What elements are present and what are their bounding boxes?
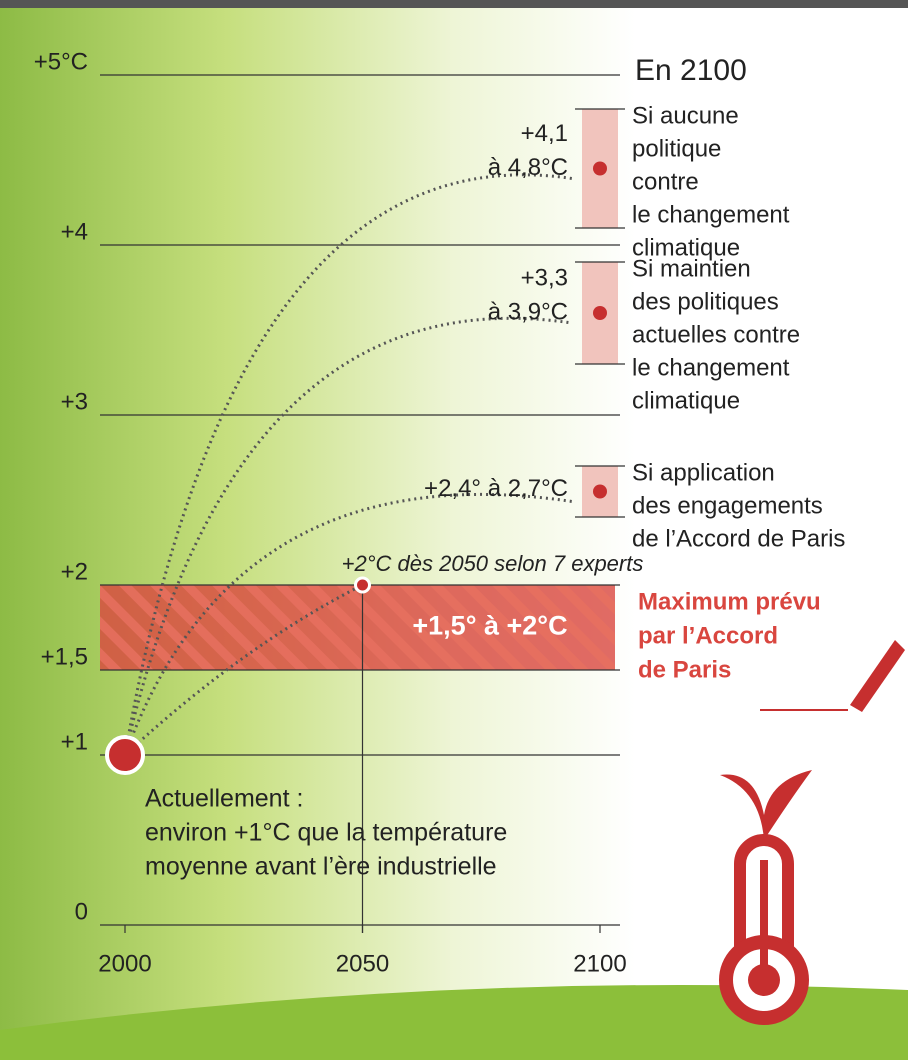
scenario-description: Si aucune: [632, 102, 739, 129]
scenario-description: le changement: [632, 201, 790, 228]
current-label: moyenne avant l’ère industrielle: [145, 853, 497, 881]
scenario-description: contre: [632, 168, 699, 195]
y-tick-label: +5°C: [34, 48, 88, 75]
chart: +1,5° à +2°C Maximum prévu par l’Accord de …: [0, 0, 908, 1060]
scenario-description: Si application: [632, 459, 775, 486]
scenario-description: des politiques: [632, 288, 779, 315]
band-note: par l’Accord: [638, 622, 778, 649]
range-label: à 4,8°C: [488, 154, 568, 181]
range-label: à 3,9°C: [488, 298, 568, 325]
scenario-description: le changement: [632, 354, 790, 381]
range-label: +2,4° à 2,7°C: [424, 475, 568, 502]
range-label: +3,3: [521, 264, 568, 291]
y-tick-label: +1,5: [41, 643, 88, 670]
page: +1,5° à +2°C Maximum prévu par l’Accord de …: [0, 0, 908, 1060]
scenario-description: Si maintien: [632, 255, 751, 282]
milestone-point: [356, 578, 370, 592]
scenario-description: des engagements: [632, 492, 823, 519]
top-bar: [0, 0, 908, 8]
range-label: +4,1: [521, 120, 568, 147]
current-label: Actuellement :: [145, 785, 303, 813]
scenario-dot: [593, 485, 607, 499]
milestone-label: +2°C dès 2050 selon 7 experts: [342, 551, 644, 576]
x-tick-label: 2000: [98, 950, 151, 977]
scenario-dot: [593, 162, 607, 176]
y-tick-label: +1: [61, 728, 88, 755]
y-tick-label: 0: [75, 898, 88, 925]
y-tick-label: +2: [61, 558, 88, 585]
current-point: [107, 737, 143, 773]
current-label: environ +1°C que la température: [145, 819, 507, 847]
band-note: de Paris: [638, 656, 731, 683]
band-note: Maximum prévu: [638, 588, 821, 615]
scenario-description: actuelles contre: [632, 321, 800, 348]
scenarios-title: En 2100: [635, 54, 747, 87]
band-label: +1,5° à +2°C: [412, 611, 567, 641]
scenario-description: de l’Accord de Paris: [632, 525, 845, 552]
y-tick-label: +3: [61, 388, 88, 415]
scenario-description: climatique: [632, 387, 740, 414]
y-tick-label: +4: [61, 218, 88, 245]
scenario-dot: [593, 306, 607, 320]
x-tick-label: 2050: [336, 950, 389, 977]
x-tick-label: 2100: [573, 950, 626, 977]
scenario-description: politique: [632, 135, 721, 162]
